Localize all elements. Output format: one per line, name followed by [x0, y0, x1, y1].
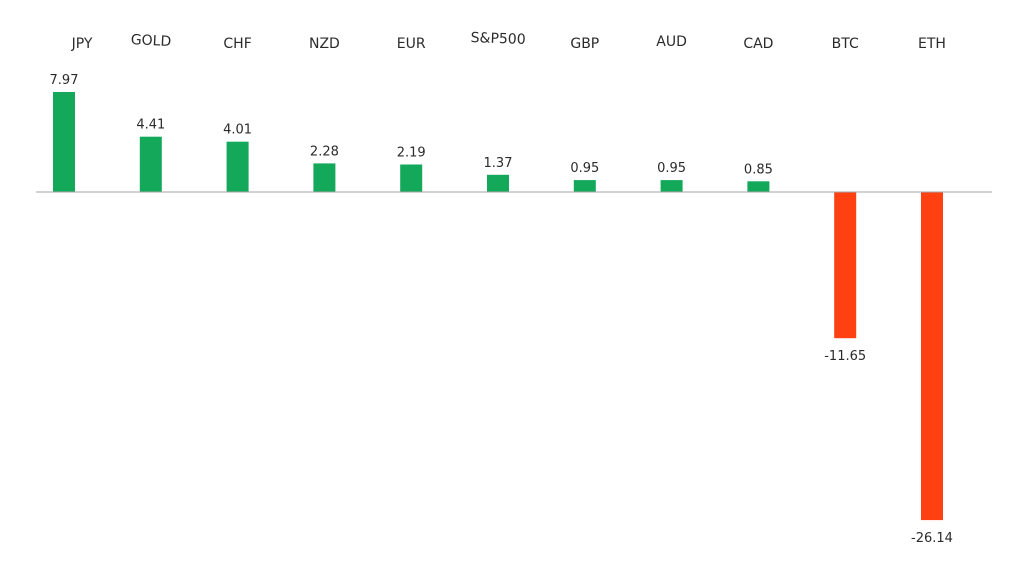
- data-label: 7.97: [50, 73, 79, 88]
- bar-aud: [660, 180, 683, 192]
- data-label: 2.28: [310, 144, 339, 159]
- category-label: GBP: [570, 36, 599, 52]
- bar-gold: [139, 136, 162, 192]
- data-label: 4.01: [223, 123, 252, 138]
- data-label: 4.41: [136, 118, 165, 133]
- data-label: 0.95: [657, 161, 686, 176]
- category-label: EUR: [397, 36, 426, 52]
- data-label: 1.37: [484, 156, 513, 171]
- bar-eth: [921, 192, 943, 521]
- data-label: 0.95: [570, 161, 599, 176]
- bar-btc: [834, 192, 857, 339]
- category-label: ETH: [918, 36, 946, 52]
- category-labels: JPY GOLD CHF NZD EUR S&P500 GBP AUD CAD BTC ETH: [71, 30, 946, 52]
- category-label: BTC: [832, 36, 859, 52]
- data-label: 2.19: [397, 146, 426, 161]
- category-label: AUD: [656, 34, 687, 50]
- bar-jpy: [53, 92, 75, 192]
- bar-chf: [226, 141, 249, 192]
- data-label: -26.14: [911, 531, 953, 546]
- bar-nzd: [313, 163, 336, 192]
- data-label: 0.85: [744, 162, 773, 177]
- category-label: CAD: [743, 36, 773, 52]
- category-label: CHF: [223, 36, 251, 52]
- bar-cad: [747, 181, 770, 192]
- category-label: JPY: [71, 36, 93, 52]
- category-label: S&P500: [470, 30, 525, 48]
- value-labels: 7.97 4.41 4.01 2.28 2.19 1.37 0.95 0.95 0.85 -11.…: [50, 73, 953, 546]
- category-label: NZD: [309, 36, 340, 52]
- bar-sp500: [487, 174, 509, 192]
- bar-gbp: [573, 180, 596, 192]
- category-label: GOLD: [130, 32, 171, 50]
- data-label: -11.65: [824, 349, 866, 364]
- bars-layer: [53, 92, 943, 521]
- bar-eur: [400, 164, 423, 192]
